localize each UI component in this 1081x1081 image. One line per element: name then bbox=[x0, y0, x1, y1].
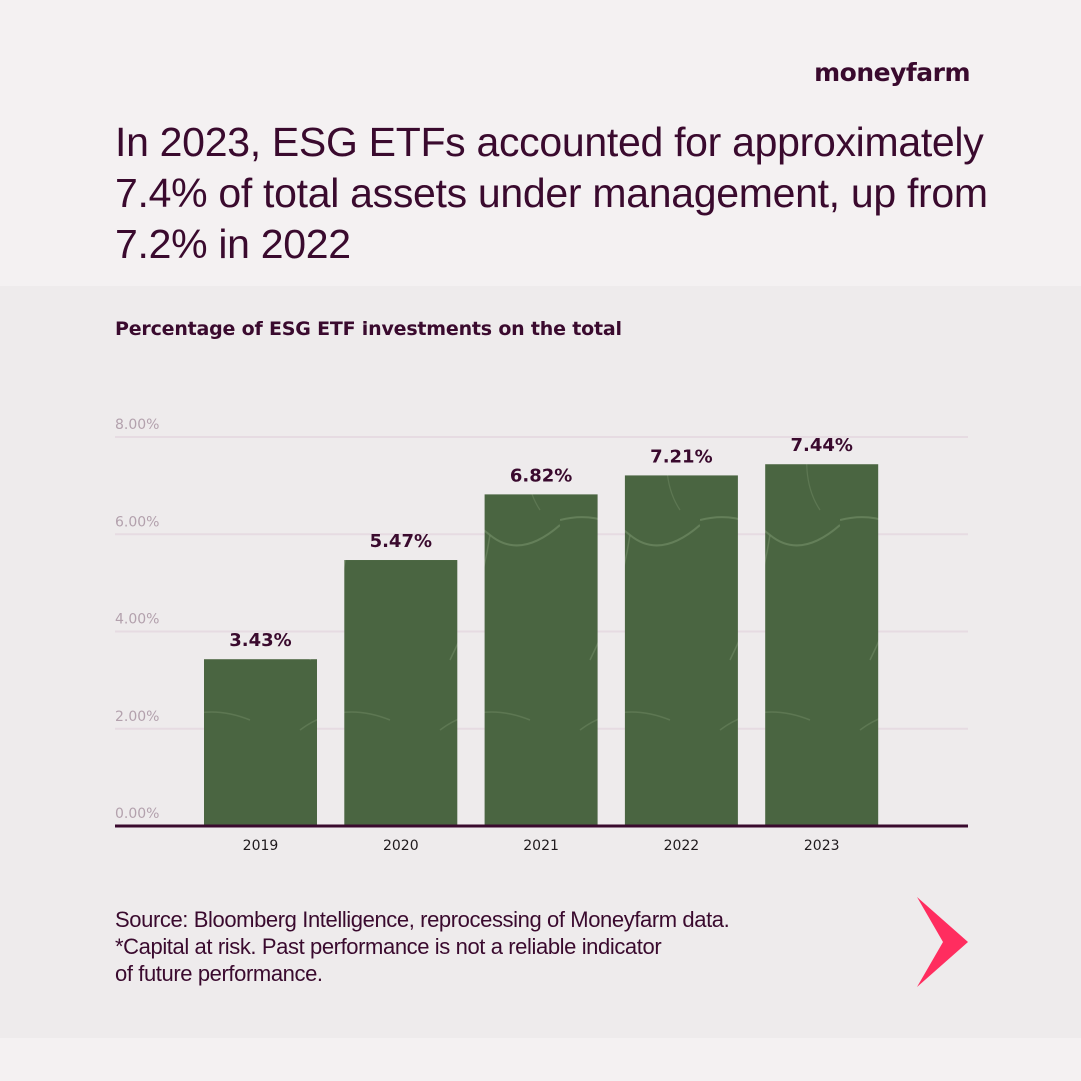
x-tick-label: 2023 bbox=[804, 838, 840, 854]
y-tick-label: 4.00% bbox=[115, 612, 159, 628]
y-tick-label: 6.00% bbox=[115, 514, 159, 530]
x-tick-label: 2021 bbox=[523, 838, 559, 854]
moneyfarm-logo: moneyfarm bbox=[814, 58, 970, 87]
y-tick-label: 2.00% bbox=[115, 709, 159, 725]
data-label: 7.44% bbox=[790, 435, 852, 456]
chevron-right-icon[interactable] bbox=[912, 894, 972, 990]
bar-2021 bbox=[484, 494, 598, 826]
chart-title: Percentage of ESG ETF investments on the… bbox=[115, 318, 622, 340]
y-tick-label: 0.00% bbox=[115, 806, 159, 822]
source-line: Source: Bloomberg Intelligence, reproces… bbox=[115, 907, 730, 932]
y-tick-label: 8.00% bbox=[115, 417, 159, 433]
source-note: Source: Bloomberg Intelligence, reproces… bbox=[115, 906, 835, 987]
headline: In 2023, ESG ETFs accounted for approxim… bbox=[115, 119, 988, 267]
x-tick-label: 2019 bbox=[243, 838, 279, 854]
data-label: 3.43% bbox=[229, 630, 291, 651]
bar-2019 bbox=[204, 659, 317, 826]
x-tick-label: 2022 bbox=[664, 838, 700, 854]
data-label: 7.21% bbox=[650, 446, 712, 467]
disclaimer-line-2: of future performance. bbox=[115, 961, 323, 986]
data-label: 6.82% bbox=[510, 465, 572, 486]
bar-2020 bbox=[344, 560, 458, 826]
bar-2023 bbox=[765, 464, 879, 826]
data-label: 5.47% bbox=[370, 531, 432, 552]
disclaimer-line-1: *Capital at risk. Past performance is no… bbox=[115, 934, 662, 959]
chevron-right-shape bbox=[917, 897, 968, 987]
x-tick-label: 2020 bbox=[383, 838, 419, 854]
bar-2022 bbox=[624, 475, 738, 826]
